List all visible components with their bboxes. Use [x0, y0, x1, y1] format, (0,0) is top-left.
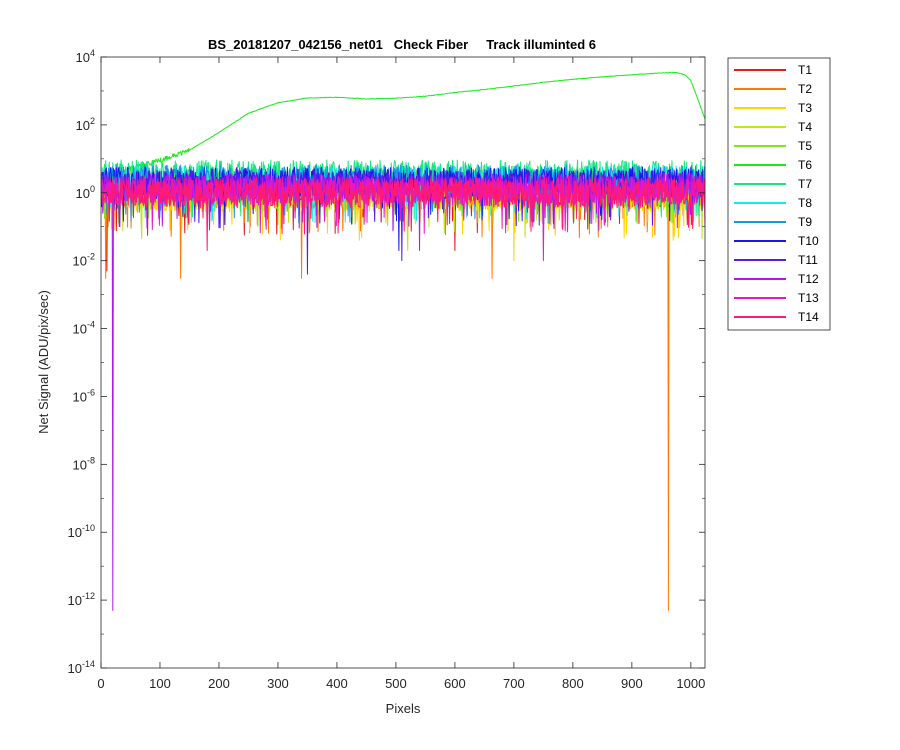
x-tick-label: 100 — [149, 676, 171, 691]
y-tick-label: 10-4 — [73, 320, 95, 337]
legend-label-t11: T11 — [798, 253, 818, 267]
x-tick-label: 500 — [385, 676, 407, 691]
y-tick-label: 10-12 — [68, 591, 95, 608]
legend-label-t6: T6 — [798, 158, 812, 172]
x-tick-label: 900 — [621, 676, 643, 691]
y-tick-label: 102 — [76, 116, 95, 133]
legend-label-t5: T5 — [798, 139, 812, 153]
legend-label-t12: T12 — [798, 272, 819, 286]
series-line-t6 — [112, 71, 705, 179]
legend-label-t3: T3 — [798, 101, 812, 115]
x-axis-label: Pixels — [386, 701, 421, 716]
legend-label-t2: T2 — [798, 82, 812, 96]
y-tick-label: 10-2 — [73, 252, 95, 269]
legend: T1 T2 T3 T4 T5 T6 T7 T8 T9 T10 T11 T12 T13 T14 — [727, 57, 831, 331]
y-tick-label: 10-6 — [73, 387, 95, 404]
y-tick-label: 10-10 — [68, 523, 95, 540]
legend-label-t10: T10 — [798, 234, 819, 248]
legend-label-t8: T8 — [798, 196, 812, 210]
legend-label-t1: T1 — [798, 63, 812, 77]
x-tick-label: 600 — [444, 676, 466, 691]
x-tick-label: 800 — [562, 676, 584, 691]
y-axis-label: Net Signal (ADU/pix/sec) — [36, 290, 51, 434]
x-tick-label: 200 — [208, 676, 230, 691]
legend-label-t14: T14 — [798, 310, 819, 324]
y-tick-label: 100 — [76, 184, 95, 201]
legend-label-t9: T9 — [798, 215, 812, 229]
x-tick-label: 1000 — [676, 676, 705, 691]
y-tick-label: 10-14 — [68, 659, 95, 676]
legend-label-t4: T4 — [798, 120, 812, 134]
y-tick-label: 104 — [76, 48, 95, 65]
x-tick-label: 700 — [503, 676, 525, 691]
x-tick-label: 400 — [326, 676, 348, 691]
x-tick-label: 300 — [267, 676, 289, 691]
y-tick-label: 10-8 — [73, 455, 95, 472]
plot-background — [101, 57, 705, 668]
plot-area — [100, 56, 706, 669]
chart-title: BS_20181207_042156_net01 Check Fiber Tra… — [208, 37, 596, 52]
legend-box — [727, 57, 831, 331]
legend-label-t7: T7 — [798, 177, 812, 191]
legend-label-t13: T13 — [798, 291, 819, 305]
series-line-t14 — [101, 177, 705, 251]
y-axis: 104 102 100 10-2 10-4 10-6 10-8 10-10 10-12 10-14 — [68, 48, 705, 676]
x-axis: 0 100 200 300 400 500 600 700 800 900 1000 — [97, 57, 705, 691]
x-tick-label: 0 — [97, 676, 104, 691]
